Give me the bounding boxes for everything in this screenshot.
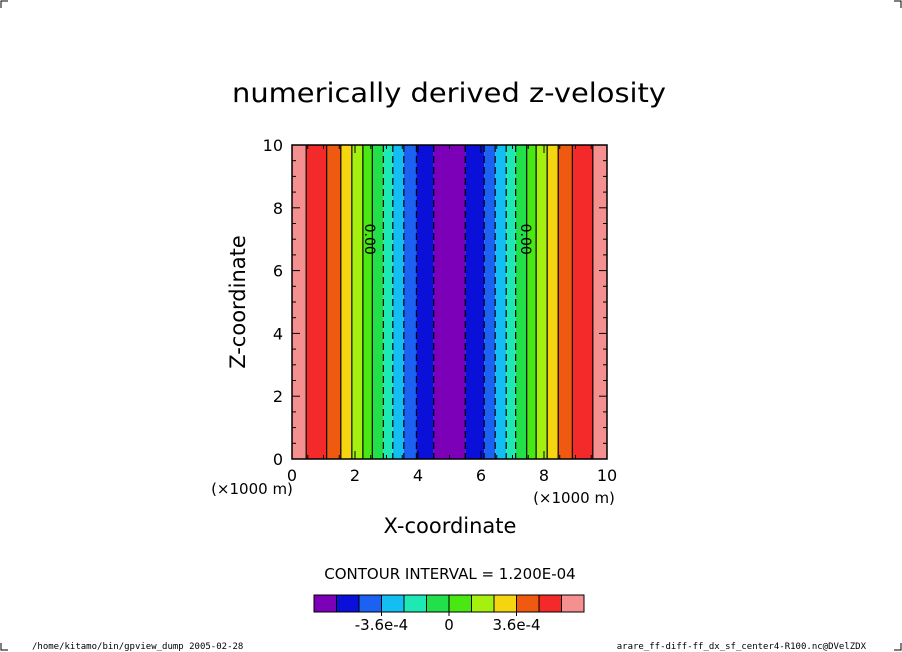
contour-band-12 bbox=[465, 145, 485, 459]
y-tick-label: 2 bbox=[273, 387, 283, 406]
x-unit-label-right: (×1000 m) bbox=[533, 489, 615, 507]
contour-band-8 bbox=[392, 145, 404, 459]
footer-right: arare_ff-diff-ff_dx_sf_center4-R100.nc@D… bbox=[617, 642, 867, 652]
colorbar-tick-label: -3.6e-4 bbox=[355, 616, 408, 634]
y-tick-label: 4 bbox=[273, 324, 283, 343]
x-tick-label: 8 bbox=[539, 466, 549, 485]
chart-title: numerically derived z-velosity bbox=[232, 78, 666, 109]
colorbar-swatch-11 bbox=[561, 594, 585, 613]
x-tick-label: 2 bbox=[350, 466, 360, 485]
contour-band-19 bbox=[547, 145, 559, 459]
contour-band-2 bbox=[326, 145, 341, 459]
colorbar bbox=[313, 594, 585, 613]
contour-band-4 bbox=[351, 145, 363, 459]
contour-band-7 bbox=[383, 145, 393, 459]
contour-band-18 bbox=[536, 145, 548, 459]
contour-labels: 0.00 0.00 bbox=[361, 224, 533, 255]
contour-band-14 bbox=[495, 145, 507, 459]
contour-band-11 bbox=[433, 145, 466, 459]
colorbar-swatch-1 bbox=[336, 594, 360, 613]
x-unit-label-left: (×1000 m) bbox=[211, 480, 293, 498]
footer-left: /home/kitamo/bin/gpview_dump 2005-02-28 bbox=[32, 642, 243, 652]
x-tick-label: 6 bbox=[476, 466, 486, 485]
y-tick-labels: 0 2 4 6 8 10 bbox=[263, 136, 283, 469]
x-tick-label: 10 bbox=[597, 466, 617, 485]
contour-band-10 bbox=[416, 145, 434, 459]
x-tick-label: 0 bbox=[287, 466, 297, 485]
colorbar-tick-label: 0 bbox=[444, 616, 454, 634]
x-axis-title: X-coordinate bbox=[384, 514, 517, 538]
colorbar-swatch-9 bbox=[516, 594, 540, 613]
colorbar-tick-label: 3.6e-4 bbox=[492, 616, 540, 634]
contour-band-9 bbox=[403, 145, 417, 459]
contour-band-21 bbox=[572, 145, 593, 459]
colorbar-swatch-3 bbox=[381, 594, 405, 613]
x-tick-label: 4 bbox=[413, 466, 423, 485]
colorbar-swatch-4 bbox=[403, 594, 427, 613]
contour-label-0: 0.00 bbox=[361, 224, 377, 255]
colorbar-ticks: -3.6e-4 0 3.6e-4 bbox=[355, 612, 541, 634]
contour-bands bbox=[292, 145, 607, 459]
contour-lines bbox=[305, 145, 594, 459]
x-tick-labels: 0 2 4 6 8 10 bbox=[287, 466, 617, 485]
contour-interval-note: CONTOUR INTERVAL = 1.200E-04 bbox=[324, 565, 575, 583]
contour-band-6 bbox=[372, 145, 384, 459]
colorbar-swatch-0 bbox=[313, 594, 337, 613]
y-tick-label: 8 bbox=[273, 199, 283, 218]
contour-band-17 bbox=[526, 145, 537, 459]
contour-band-20 bbox=[558, 145, 573, 459]
colorbar-swatch-6 bbox=[448, 594, 472, 613]
y-axis-title: Z-coordinate bbox=[226, 235, 250, 369]
axis-ticks bbox=[291, 144, 608, 460]
colorbar-swatch-5 bbox=[426, 594, 450, 613]
y-tick-label: 6 bbox=[273, 262, 283, 281]
contour-band-13 bbox=[484, 145, 496, 459]
y-tick-label: 10 bbox=[263, 136, 283, 155]
contour-band-5 bbox=[362, 145, 373, 459]
colorbar-swatch-8 bbox=[493, 594, 517, 613]
contour-band-16 bbox=[515, 145, 527, 459]
contour-band-15 bbox=[506, 145, 516, 459]
y-tick-label: 0 bbox=[273, 450, 283, 469]
contour-band-3 bbox=[340, 145, 352, 459]
contour-label-1: 0.00 bbox=[517, 224, 533, 255]
colorbar-swatch-7 bbox=[471, 594, 495, 613]
colorbar-swatch-2 bbox=[358, 594, 382, 613]
contour-band-1 bbox=[306, 145, 327, 459]
colorbar-swatch-10 bbox=[538, 594, 562, 613]
